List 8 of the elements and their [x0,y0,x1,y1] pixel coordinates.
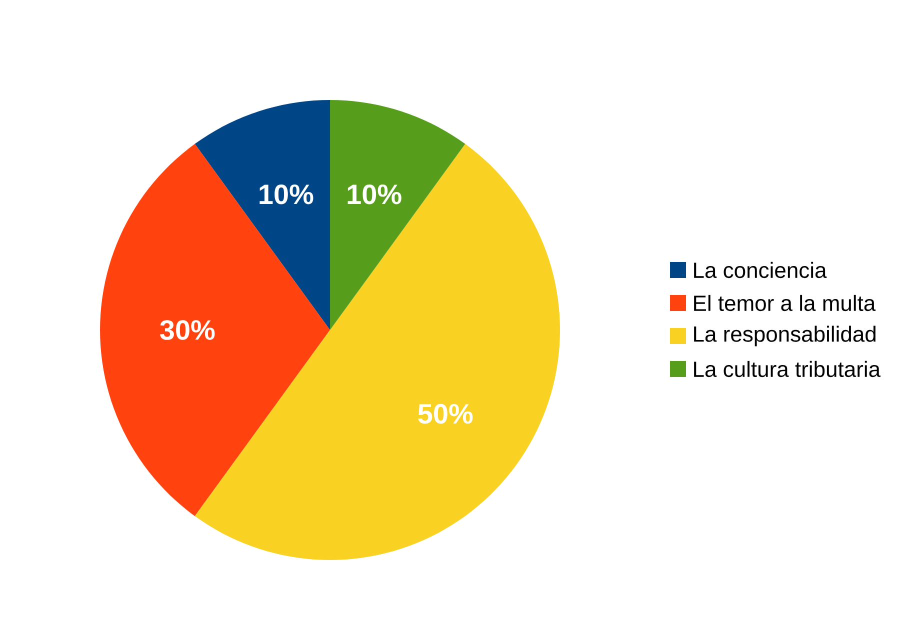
legend-label: La responsabilidad [694,326,876,346]
data-label: 10% [348,184,402,204]
legend-label: El temor a la multa [694,294,876,312]
legend-label: La cultura tributaria [694,360,881,378]
legend-label: La conciencia [694,262,827,278]
data-label: 50% [418,404,473,424]
data-label: 30% [160,320,215,340]
data-label: 10% [260,184,314,204]
